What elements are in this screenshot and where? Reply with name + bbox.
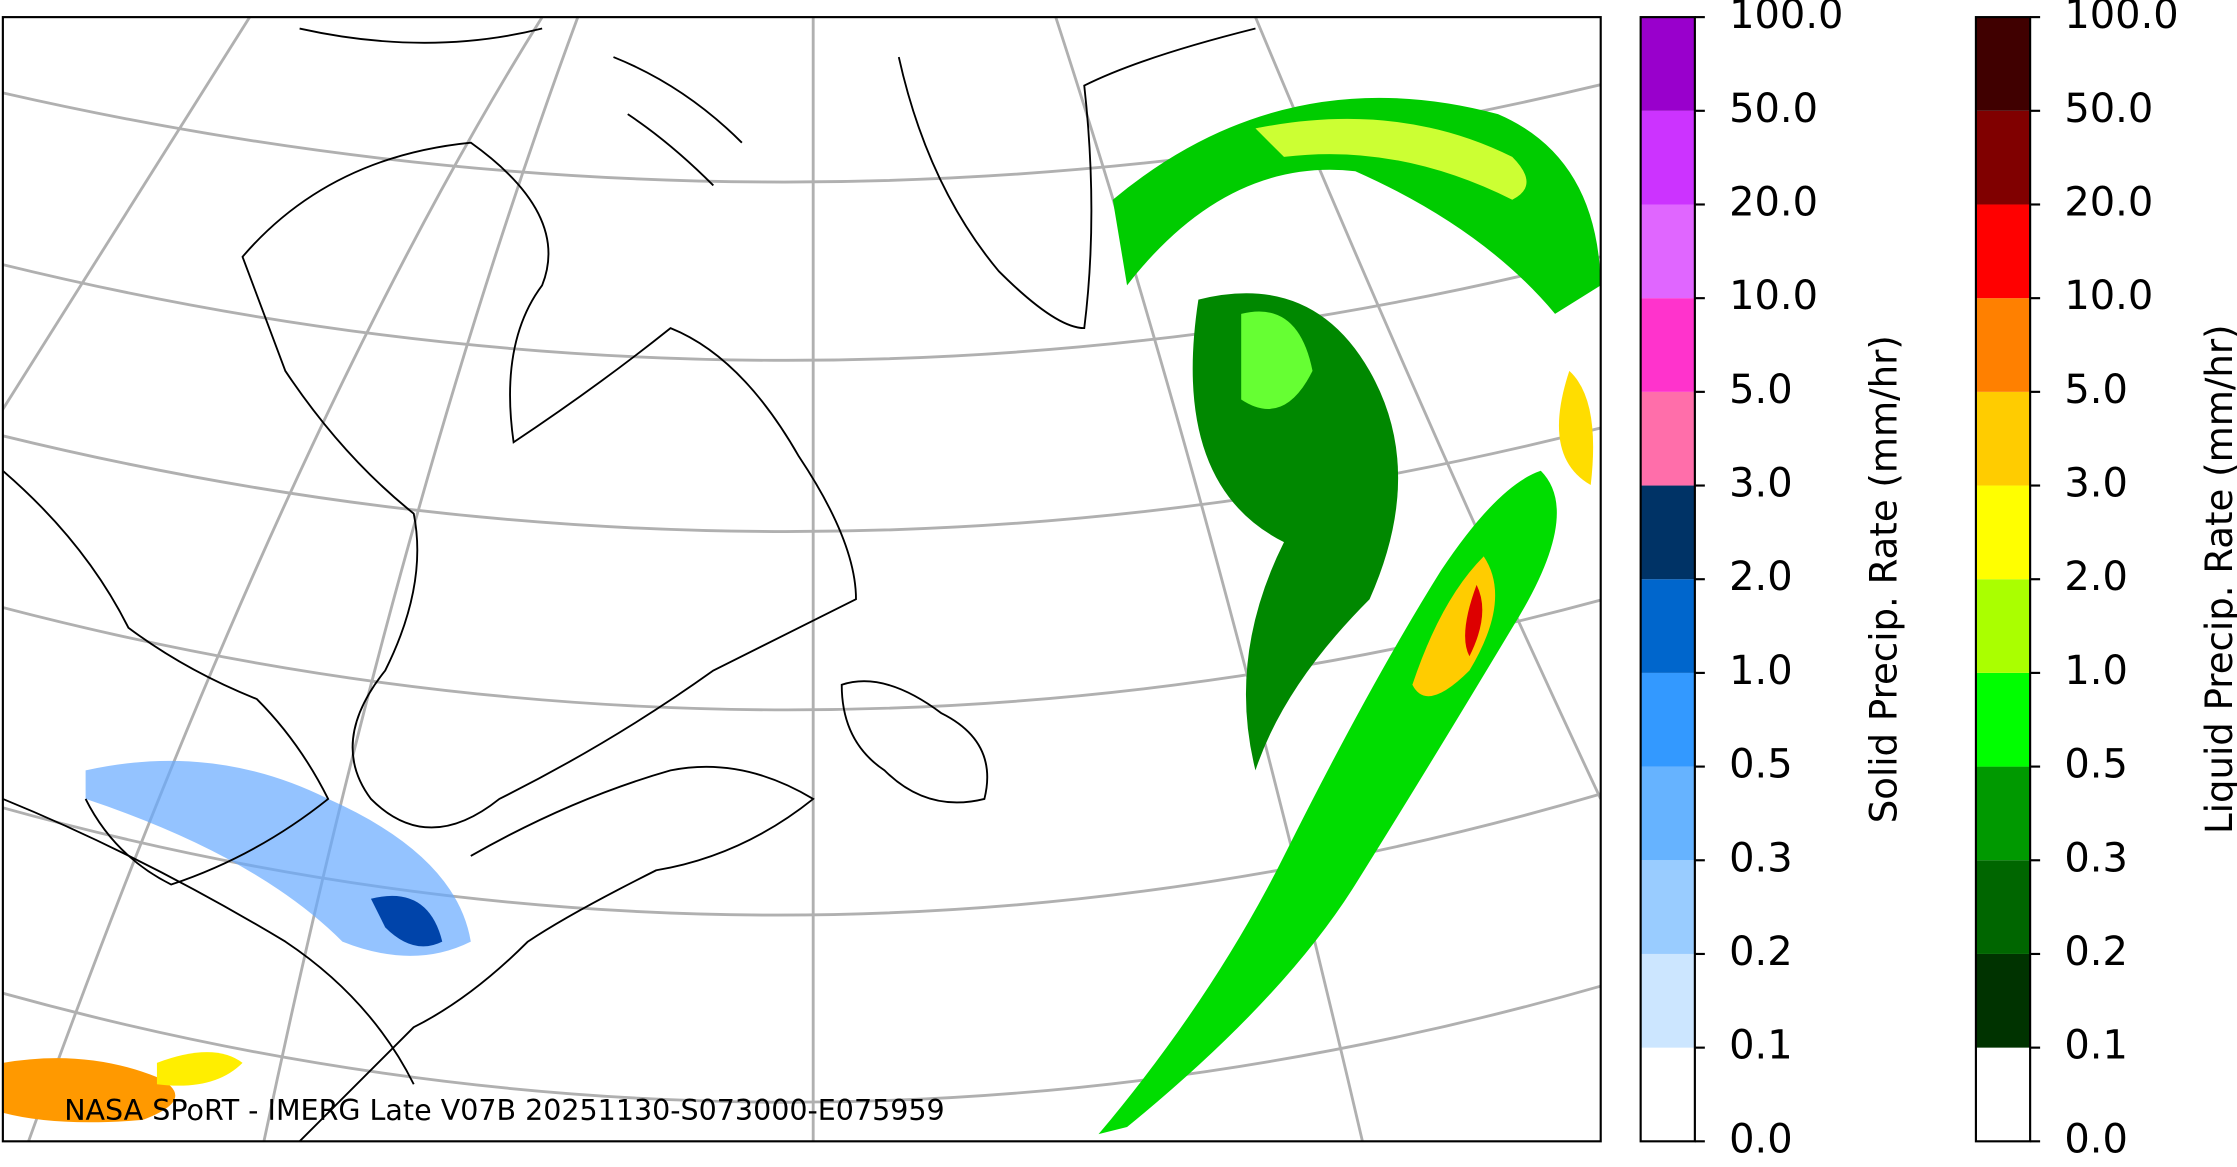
colorbar-tick-label: 0.3 — [2064, 835, 2128, 881]
coastline — [241, 141, 857, 829]
coastline — [299, 27, 743, 187]
colorbar-tick-label: 5.0 — [2064, 367, 2128, 413]
colorbar-tick-label: 5.0 — [1729, 367, 1793, 413]
colorbar-tick-label: 3.0 — [2064, 461, 2128, 507]
precip-area — [85, 760, 471, 956]
coastlines — [2, 27, 1256, 1142]
colorbar-swatch — [1975, 672, 2031, 767]
colorbar-swatch — [1975, 1047, 2031, 1142]
colorbar-tick-label: 0.5 — [2064, 742, 2128, 788]
longitude-line — [2, 17, 251, 412]
colorbar-tick-label: 0.5 — [1729, 742, 1793, 788]
precip-area — [1255, 118, 1527, 200]
colorbar-swatch — [1640, 860, 1695, 954]
colorbar-swatch — [1975, 298, 2031, 392]
precip-area — [1465, 584, 1483, 657]
colorbar-tick-label: 100.0 — [2064, 0, 2178, 38]
coastline — [840, 680, 989, 804]
colorbar-tick-label: 50.0 — [2064, 86, 2153, 132]
colorbar-swatch — [1640, 204, 1695, 299]
colorbar-tick-label: 10.0 — [1729, 273, 1818, 319]
longitude-line — [1054, 17, 1364, 1142]
colorbar-swatch — [1975, 766, 2031, 861]
map: NASA SPoRT - IMERG Late V07B 20251130-S0… — [2, 17, 1601, 1142]
precip-area — [370, 895, 443, 947]
precip-area — [1192, 293, 1399, 771]
coastline — [298, 765, 815, 1142]
colorbar-swatch — [1640, 1047, 1695, 1142]
colorbar-tick-label: 0.0 — [2064, 1116, 2128, 1162]
colorbar-swatch — [1975, 953, 2031, 1048]
colorbar-tick-label: 1.0 — [2064, 648, 2128, 694]
colorbar-swatch — [1975, 17, 2031, 111]
colorbar-tick-label: 0.1 — [2064, 1023, 2128, 1069]
colorbar-swatch — [1975, 860, 2031, 954]
coastline — [897, 27, 1256, 330]
colorbar-swatch — [1640, 110, 1695, 205]
colorbar-swatch — [1975, 485, 2031, 580]
precip-area — [156, 1052, 243, 1086]
coastline — [2, 470, 330, 886]
colorbar-tick-label: 2.0 — [1729, 554, 1793, 600]
colorbar-label: Solid Precip. Rate (mm/hr) — [1863, 335, 1906, 823]
colorbar-tick-label: 0.2 — [1729, 929, 1793, 975]
precip-area — [1558, 370, 1594, 486]
colorbar-swatch — [1975, 110, 2031, 205]
precip-area — [1241, 311, 1313, 409]
colorbar-tick-label: 3.0 — [1729, 461, 1793, 507]
longitude-line — [27, 17, 544, 1142]
colorbar-swatch — [1640, 485, 1695, 580]
precipitation — [2, 97, 1601, 1135]
colorbar-swatch — [1640, 766, 1695, 861]
colorbar-tick-label: 10.0 — [2064, 273, 2153, 319]
colorbar-tick-label: 1.0 — [1729, 648, 1793, 694]
colorbar-swatch — [1640, 17, 1695, 111]
colorbar-tick-label: 50.0 — [1729, 86, 1818, 132]
colorbar-swatch — [1640, 579, 1695, 673]
map-frame — [1, 16, 1602, 1143]
precip-area — [2, 1058, 176, 1123]
colorbar-tick-label: 0.3 — [1729, 835, 1793, 881]
colorbar-swatch — [1640, 672, 1695, 767]
colorbar-tick-label: 100.0 — [1729, 0, 1843, 38]
map-caption: NASA SPoRT - IMERG Late V07B 20251130-S0… — [64, 1094, 944, 1127]
border — [2, 798, 415, 1085]
colorbar-swatch — [1975, 579, 2031, 673]
colorbar-tick-label: 0.2 — [2064, 929, 2128, 975]
colorbar-tick-label: 0.0 — [1729, 1116, 1793, 1162]
colorbar-tick-label: 20.0 — [1729, 179, 1818, 225]
colorbar-swatch — [1975, 204, 2031, 299]
colorbar-swatch — [1640, 391, 1695, 486]
colorbar-swatch — [1640, 298, 1695, 392]
colorbar-tick-label: 2.0 — [2064, 554, 2128, 600]
colorbar-label: Liquid Precip. Rate (mm/hr) — [2198, 324, 2237, 834]
colorbar-swatch — [1975, 391, 2031, 486]
colorbar-swatch — [1640, 953, 1695, 1048]
colorbar-tick-label: 20.0 — [2064, 179, 2153, 225]
colorbar-tick-label: 0.1 — [1729, 1023, 1793, 1069]
